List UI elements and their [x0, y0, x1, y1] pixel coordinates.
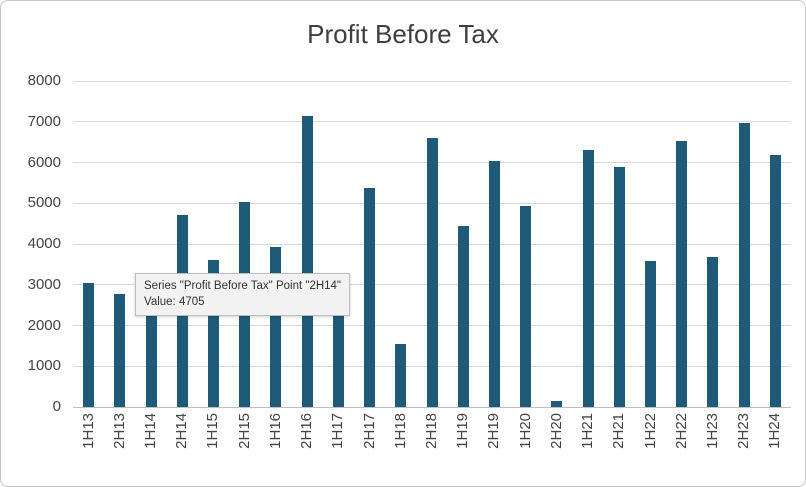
bar-2H17[interactable]: [364, 188, 376, 407]
x-axis-label: 1H13: [79, 413, 97, 449]
plot-area: [73, 80, 791, 408]
x-axis-label: 2H15: [235, 413, 253, 449]
bar-1H24[interactable]: [769, 155, 781, 407]
y-axis-label: 1000: [27, 357, 61, 375]
x-axis-label: 1H23: [703, 413, 721, 449]
bar-1H18[interactable]: [395, 343, 407, 407]
bar-1H20[interactable]: [520, 206, 532, 407]
chart-title: Profit Before Tax: [307, 19, 499, 49]
bar-1H17[interactable]: [332, 280, 344, 407]
x-axis-label: 1H20: [516, 413, 534, 449]
gridline: [73, 121, 791, 123]
bar-2H20[interactable]: [551, 400, 563, 407]
bar-2H22[interactable]: [676, 140, 688, 407]
bar-2H21[interactable]: [613, 166, 625, 407]
x-axis-label: 1H14: [142, 413, 160, 449]
y-axis-label: 3000: [27, 275, 61, 293]
y-axis-label: 8000: [27, 72, 61, 89]
x-axis-label: 2H21: [610, 413, 628, 449]
bar-2H19[interactable]: [488, 161, 500, 407]
x-axis-label: 2H23: [735, 413, 753, 449]
y-axis-label: 6000: [27, 153, 61, 171]
x-axis-label: 2H13: [110, 413, 128, 449]
x-axis-label: 1H17: [329, 413, 347, 449]
x-axis-label: 2H16: [298, 413, 316, 449]
y-axis-label: 5000: [27, 194, 61, 212]
bar-2H23[interactable]: [738, 123, 750, 407]
x-axis-label: 2H22: [672, 413, 690, 449]
y-axis-label: 0: [52, 398, 61, 415]
tooltip-value-line: Value: 4705: [144, 296, 205, 309]
bar-1H16[interactable]: [270, 246, 282, 407]
x-axis-label: 1H16: [266, 413, 284, 449]
bar-1H15[interactable]: [207, 259, 219, 407]
x-axis-label: 1H19: [454, 413, 472, 449]
x-axis-label: 2H20: [547, 413, 565, 449]
y-axis-label: 2000: [27, 316, 61, 334]
x-axis-label: 2H14: [173, 413, 191, 449]
bar-2H16[interactable]: [301, 116, 313, 407]
x-axis-label: 1H24: [766, 413, 784, 449]
bar-1H21[interactable]: [582, 150, 594, 407]
x-axis-line: [73, 406, 791, 408]
x-axis-label: 1H18: [391, 413, 409, 449]
y-axis-label: 4000: [27, 235, 61, 252]
bar-1H22[interactable]: [645, 261, 657, 407]
x-axis-label: 2H19: [485, 413, 503, 449]
x-axis-label: 1H21: [579, 413, 597, 449]
y-axis-label: 7000: [27, 112, 61, 130]
bar-2H18[interactable]: [426, 138, 438, 407]
bar-1H19[interactable]: [457, 226, 469, 407]
bar-2H13[interactable]: [114, 293, 126, 407]
x-axis-label: 2H17: [360, 413, 378, 449]
x-axis-label: 1H22: [641, 413, 659, 449]
bar-1H13[interactable]: [83, 282, 95, 407]
tooltip-series-line: Series "Profit Before Tax" Point "2H14": [144, 280, 342, 292]
x-axis-label: 1H15: [204, 413, 222, 449]
gridline: [73, 80, 791, 82]
chart-tooltip: Series "Profit Before Tax" Point "2H14" …: [135, 273, 351, 317]
x-axis-label: 2H18: [423, 413, 440, 449]
bar-1H23[interactable]: [707, 257, 719, 407]
bar-1H14[interactable]: [145, 284, 157, 407]
